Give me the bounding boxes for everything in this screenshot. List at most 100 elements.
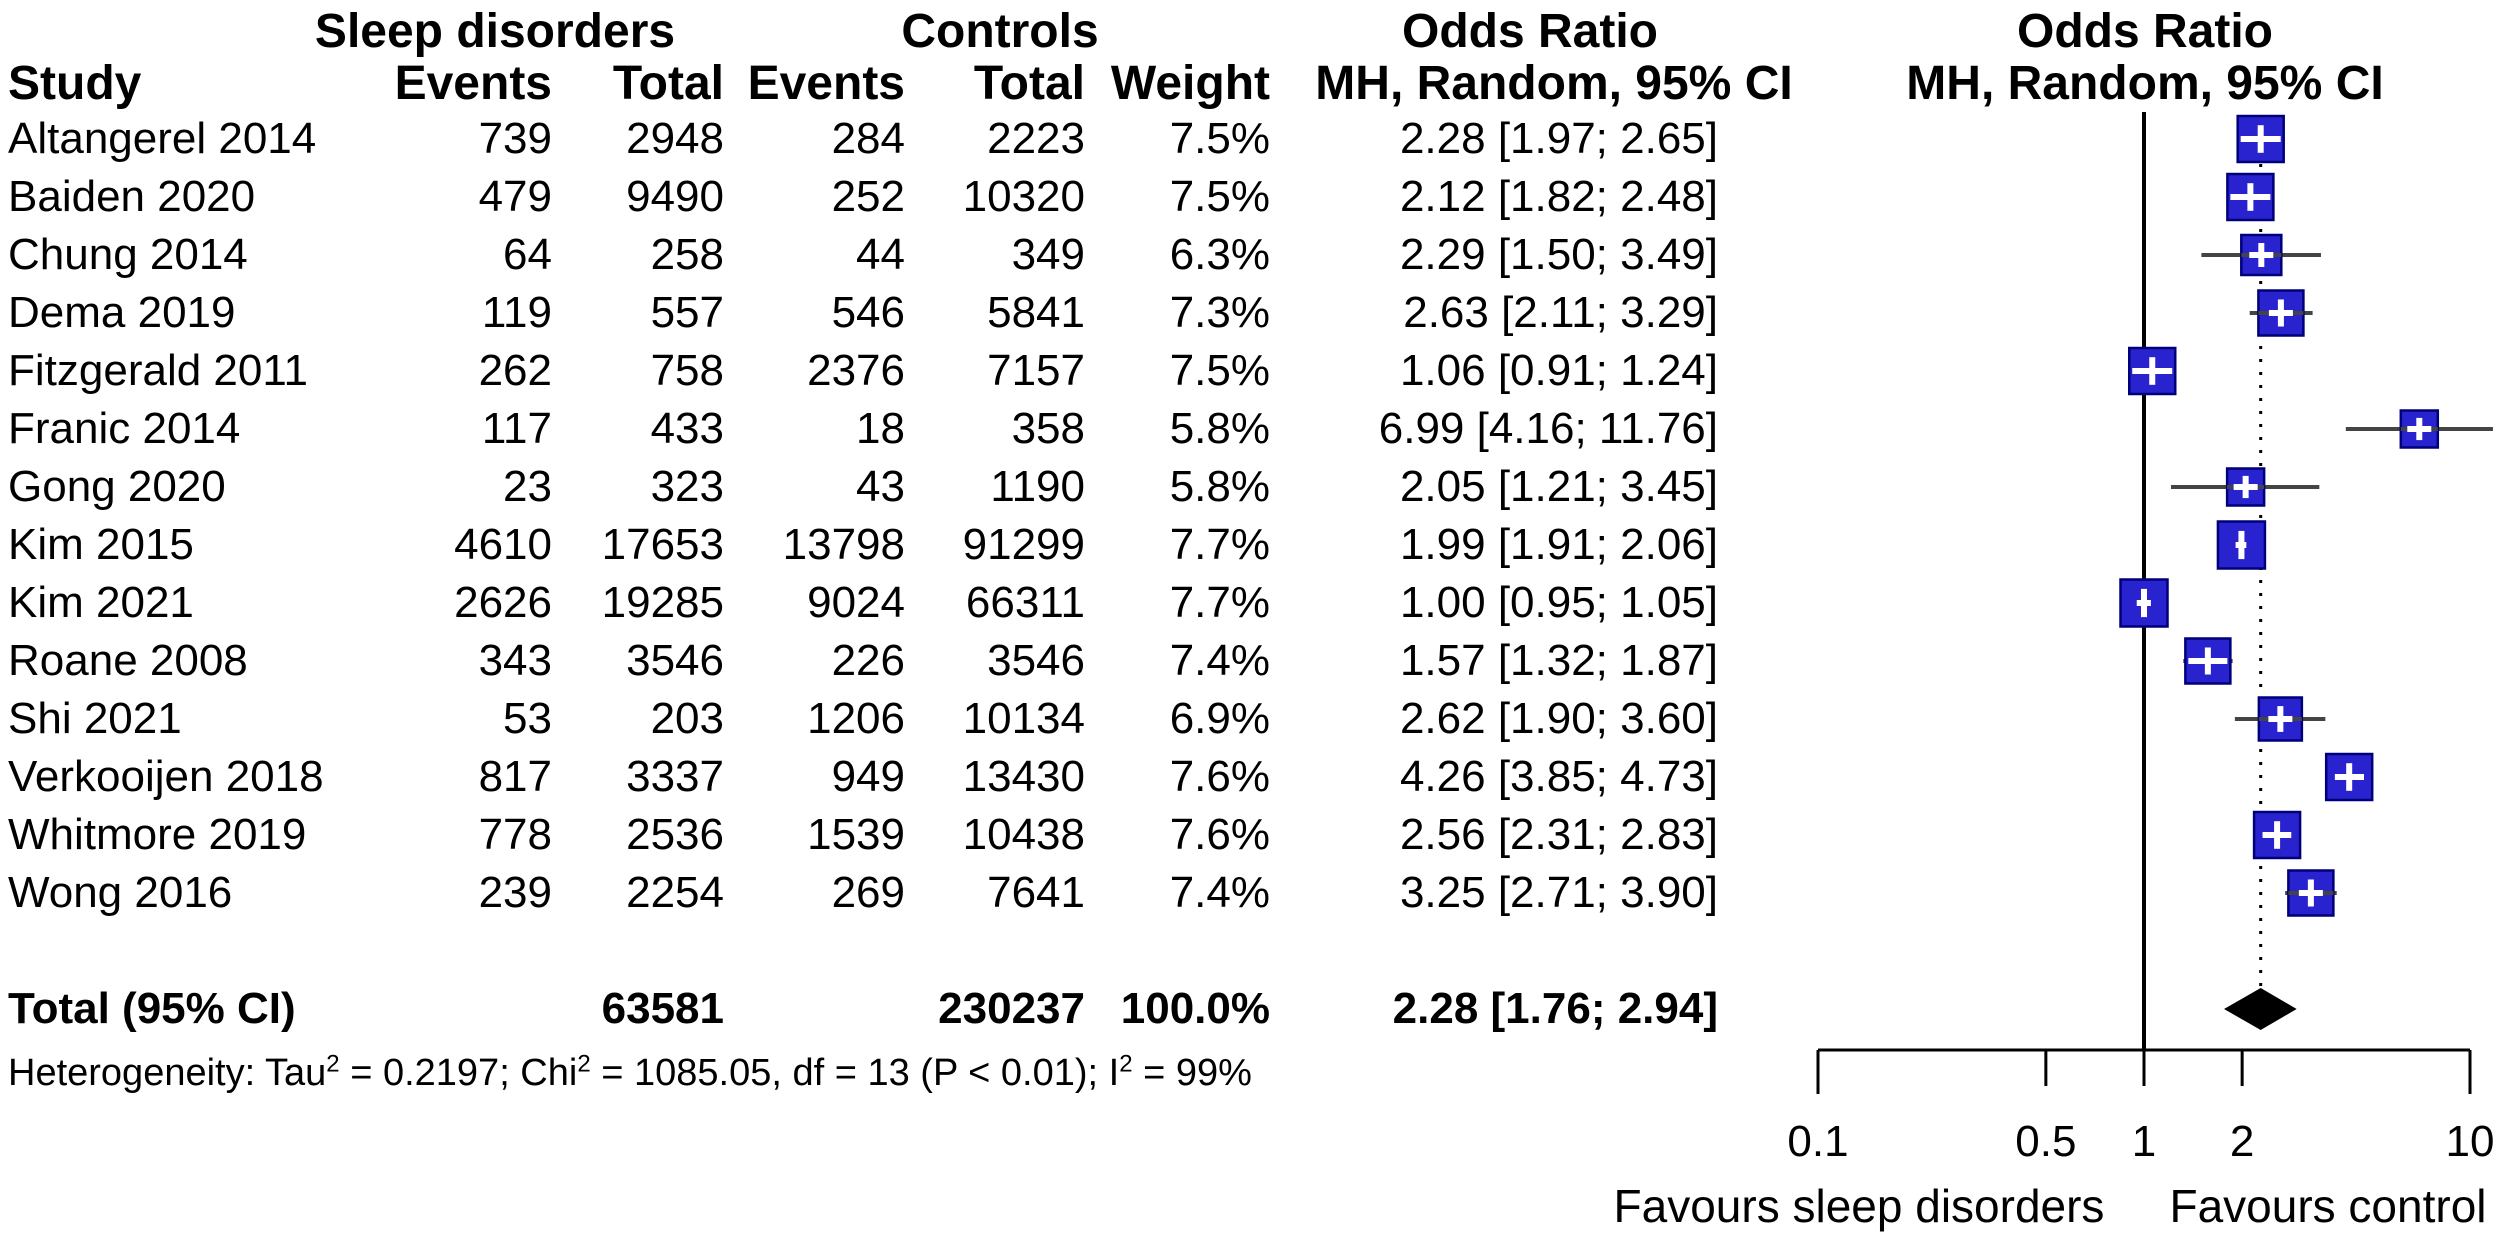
weight-value: 5.8%	[1169, 404, 1270, 453]
total-controls: 358	[1011, 404, 1085, 453]
total-sleep: 323	[650, 462, 724, 511]
total-controls: 1190	[990, 462, 1085, 511]
column-header-total-controls: Total	[973, 57, 1085, 110]
total-controls: 10320	[962, 172, 1085, 221]
total-controls: 5841	[987, 288, 1085, 337]
total-sleep: 433	[650, 404, 724, 453]
weight-value: 7.6%	[1169, 810, 1270, 859]
column-group-odds-ratio-plot: Odds Ratio	[2016, 5, 2273, 58]
weight-value: 7.4%	[1169, 636, 1270, 685]
total-sleep: 258	[650, 230, 724, 279]
events-sleep: 817	[478, 752, 552, 801]
study-name: Wong 2016	[8, 868, 233, 917]
or-ci-value: 2.12 [1.82; 2.48]	[1399, 172, 1718, 221]
events-controls: 13798	[782, 520, 905, 569]
column-header-weight: Weight	[1110, 57, 1270, 110]
study-name: Shi 2021	[8, 694, 182, 743]
x-tick-label: 10	[2446, 1117, 2495, 1166]
events-controls: 43	[856, 462, 905, 511]
study-name: Roane 2008	[8, 636, 248, 685]
or-ci-value: 4.26 [3.85; 4.73]	[1399, 752, 1718, 801]
events-sleep: 739	[478, 114, 552, 163]
total-row-weight: 100.0%	[1120, 984, 1270, 1033]
study-name: Gong 2020	[8, 462, 226, 511]
or-ci-value: 2.28 [1.97; 2.65]	[1399, 114, 1718, 163]
total-sleep: 758	[650, 346, 724, 395]
heterogeneity-note: Heterogeneity: Tau2 = 0.2197; Chi2 = 108…	[8, 1048, 1252, 1098]
or-ci-value: 1.99 [1.91; 2.06]	[1399, 520, 1718, 569]
x-tick-label: 0.1	[1787, 1117, 1848, 1166]
total-row-or-ci: 2.28 [1.76; 2.94]	[1392, 984, 1718, 1033]
pooled-diamond	[2224, 988, 2297, 1030]
column-header-events-sleep: Events	[394, 57, 552, 110]
het-seg1: Heterogeneity: Tau	[8, 1052, 327, 1094]
het-sup3: 2	[1119, 1050, 1133, 1078]
total-row-total-controls: 230237	[938, 984, 1085, 1033]
weight-value: 5.8%	[1169, 462, 1270, 511]
weight-value: 7.5%	[1169, 172, 1270, 221]
weight-value: 7.5%	[1169, 346, 1270, 395]
weight-value: 7.3%	[1169, 288, 1270, 337]
weight-value: 7.7%	[1169, 578, 1270, 627]
events-controls: 226	[831, 636, 905, 685]
events-sleep: 117	[481, 404, 552, 453]
or-ci-value: 3.25 [2.71; 3.90]	[1399, 868, 1718, 917]
total-controls: 7157	[987, 346, 1085, 395]
weight-value: 7.5%	[1169, 114, 1270, 163]
study-name: Dema 2019	[8, 288, 236, 337]
weight-value: 7.6%	[1169, 752, 1270, 801]
column-header-total-sleep: Total	[612, 57, 724, 110]
events-controls: 949	[831, 752, 905, 801]
or-ci-value: 6.99 [4.16; 11.76]	[1378, 404, 1718, 453]
events-controls: 44	[856, 230, 905, 279]
favours-left-label: Favours sleep disorders	[1613, 1180, 2105, 1232]
study-name: Chung 2014	[8, 230, 248, 279]
column-header-ci-plot: MH, Random, 95% CI	[1906, 57, 2384, 110]
study-name: Kim 2015	[8, 520, 194, 569]
total-sleep: 9490	[626, 172, 724, 221]
group-header-sleep-disorders: Sleep disorders	[314, 5, 676, 58]
events-sleep: 64	[503, 230, 552, 279]
total-controls: 7641	[987, 868, 1085, 917]
x-tick-label: 0.5	[2015, 1117, 2076, 1166]
weight-value: 7.4%	[1169, 868, 1270, 917]
events-controls: 1539	[807, 810, 905, 859]
study-name: Whitmore 2019	[8, 810, 307, 859]
events-controls: 269	[831, 868, 905, 917]
total-row-total-sleep: 63581	[601, 984, 724, 1033]
column-header-study: Study	[8, 57, 142, 110]
x-tick-label: 2	[2230, 1117, 2254, 1166]
total-sleep: 3546	[626, 636, 724, 685]
total-controls: 13430	[962, 752, 1085, 801]
total-sleep: 2254	[626, 868, 724, 917]
events-sleep: 239	[478, 868, 552, 917]
study-name: Kim 2021	[8, 578, 194, 627]
or-ci-value: 1.06 [0.91; 1.24]	[1399, 346, 1718, 395]
total-controls: 3546	[987, 636, 1085, 685]
het-seg2: = 0.2197; Chi	[339, 1052, 578, 1094]
events-sleep: 479	[478, 172, 552, 221]
or-ci-value: 2.56 [2.31; 2.83]	[1399, 810, 1718, 859]
het-seg3: = 1085.05, df = 13 (P < 0.01); I	[590, 1052, 1120, 1094]
total-controls: 10134	[962, 694, 1085, 743]
total-sleep: 19285	[601, 578, 724, 627]
events-sleep: 23	[503, 462, 552, 511]
events-controls: 2376	[807, 346, 905, 395]
events-sleep: 119	[481, 288, 552, 337]
or-ci-value: 2.62 [1.90; 3.60]	[1399, 694, 1718, 743]
x-tick-label: 1	[2132, 1117, 2156, 1166]
events-sleep: 262	[478, 346, 552, 395]
total-controls: 2223	[987, 114, 1085, 163]
events-controls: 18	[856, 404, 905, 453]
total-row-label: Total (95% CI)	[8, 984, 296, 1033]
or-ci-value: 2.63 [2.11; 3.29]	[1403, 288, 1718, 337]
events-sleep: 778	[478, 810, 552, 859]
total-sleep: 3337	[626, 752, 724, 801]
events-controls: 252	[831, 172, 905, 221]
or-ci-value: 1.57 [1.32; 1.87]	[1399, 636, 1718, 685]
weight-value: 6.3%	[1169, 230, 1270, 279]
favours-right-label: Favours control	[2169, 1180, 2487, 1232]
weight-value: 7.7%	[1169, 520, 1270, 569]
total-controls: 66311	[965, 578, 1085, 627]
study-name: Altangerel 2014	[8, 114, 317, 163]
